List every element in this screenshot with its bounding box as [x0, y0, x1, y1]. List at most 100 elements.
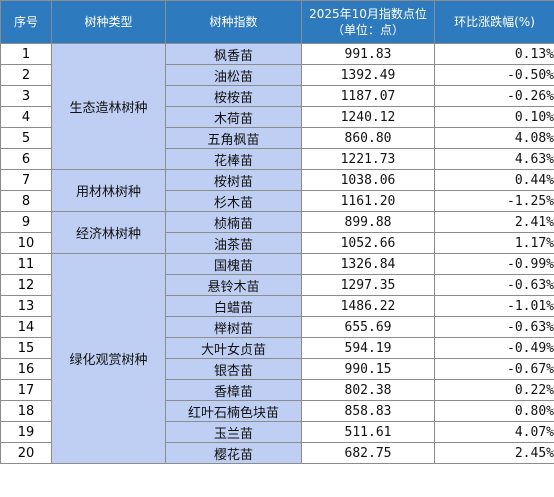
- cell-species: 红叶石楠色块苗: [165, 400, 302, 422]
- header-species: 树种指数: [165, 0, 302, 44]
- cell-change: 0.13%: [434, 43, 554, 65]
- cell-species: 枫香苗: [165, 43, 302, 65]
- cell-seq: 9: [0, 211, 52, 233]
- cell-species: 桉桉苗: [165, 85, 302, 107]
- cell-index: 802.38: [301, 379, 435, 401]
- cell-change: -0.63%: [434, 316, 554, 338]
- cell-category: 生态造林树种: [51, 43, 166, 170]
- table-row: 6 花棒苗 1221.73 4.63%: [0, 148, 554, 170]
- cell-index: 1161.20: [301, 190, 435, 212]
- cell-species: 白蜡苗: [165, 295, 302, 317]
- cell-index: 1052.66: [301, 232, 435, 254]
- cell-change: 1.17%: [434, 232, 554, 254]
- cell-seq: 8: [0, 190, 52, 212]
- cell-species: 榉树苗: [165, 316, 302, 338]
- table-row: 4 木荷苗 1240.12 0.10%: [0, 106, 554, 128]
- cell-change: 0.10%: [434, 106, 554, 128]
- cell-index: 990.15: [301, 358, 435, 380]
- cell-category: 经济林树种: [51, 211, 166, 254]
- cell-seq: 17: [0, 379, 52, 401]
- table-row: 11 绿化观赏树种 国槐苗 1326.84 -0.99%: [0, 253, 554, 464]
- cell-seq: 6: [0, 148, 52, 170]
- table-row: 10 油茶苗 1052.66 1.17%: [0, 232, 554, 254]
- table-row: 9 经济林树种 桢楠苗 899.88 2.41%: [0, 211, 554, 254]
- table-row: 14 榉树苗 655.69 -0.63%: [0, 316, 554, 338]
- cell-index: 858.83: [301, 400, 435, 422]
- cell-change: -0.63%: [434, 274, 554, 296]
- cell-category: 绿化观赏树种: [51, 253, 166, 464]
- cell-change: 4.07%: [434, 421, 554, 443]
- table-row: 20 樱花苗 682.75 2.45%: [0, 442, 554, 464]
- cell-species: 樱花苗: [165, 442, 302, 464]
- cell-seq: 10: [0, 232, 52, 254]
- cell-index: 1038.06: [301, 169, 435, 191]
- cell-change: -0.99%: [434, 253, 554, 275]
- cell-change: 4.63%: [434, 148, 554, 170]
- cell-index: 1392.49: [301, 64, 435, 86]
- cell-change: -0.26%: [434, 85, 554, 107]
- cell-species: 银杏苗: [165, 358, 302, 380]
- cell-species: 油松苗: [165, 64, 302, 86]
- table-row: 13 白蜡苗 1486.22 -1.01%: [0, 295, 554, 317]
- cell-index: 1240.12: [301, 106, 435, 128]
- table-row: 1 生态造林树种 枫香苗 991.83 0.13%: [0, 43, 554, 170]
- cell-seq: 11: [0, 253, 52, 275]
- cell-species: 五角枫苗: [165, 127, 302, 149]
- cell-species: 国槐苗: [165, 253, 302, 275]
- cell-change: 2.41%: [434, 211, 554, 233]
- cell-change: -0.50%: [434, 64, 554, 86]
- cell-change: 4.08%: [434, 127, 554, 149]
- table-row: 16 银杏苗 990.15 -0.67%: [0, 358, 554, 380]
- cell-species: 香樟苗: [165, 379, 302, 401]
- header-seq: 序号: [0, 0, 52, 44]
- cell-species: 大叶女贞苗: [165, 337, 302, 359]
- cell-index: 511.61: [301, 421, 435, 443]
- cell-index: 860.80: [301, 127, 435, 149]
- cell-index: 1221.73: [301, 148, 435, 170]
- cell-seq: 4: [0, 106, 52, 128]
- nursery-price-index-table: 序号 树种类型 树种指数 2025年10月指数点位（单位：点） 环比涨跌幅(%)…: [0, 0, 554, 464]
- cell-species: 桢楠苗: [165, 211, 302, 233]
- cell-change: 2.45%: [434, 442, 554, 464]
- cell-category: 用材林树种: [51, 169, 166, 212]
- cell-change: -0.67%: [434, 358, 554, 380]
- header-index: 2025年10月指数点位（单位：点）: [301, 0, 435, 44]
- cell-seq: 14: [0, 316, 52, 338]
- table-row: 7 用材林树种 桉树苗 1038.06 0.44%: [0, 169, 554, 212]
- cell-index: 899.88: [301, 211, 435, 233]
- cell-species: 花棒苗: [165, 148, 302, 170]
- table-row: 12 悬铃木苗 1297.35 -0.63%: [0, 274, 554, 296]
- table-body: 1 生态造林树种 枫香苗 991.83 0.13% 2 油松苗 1392.49 -0.50% 3 桉…: [0, 43, 554, 464]
- cell-index: 1297.35: [301, 274, 435, 296]
- cell-change: 0.44%: [434, 169, 554, 191]
- cell-seq: 7: [0, 169, 52, 191]
- cell-species: 杉木苗: [165, 190, 302, 212]
- cell-species: 悬铃木苗: [165, 274, 302, 296]
- header-change: 环比涨跌幅(%): [434, 0, 554, 44]
- cell-seq: 16: [0, 358, 52, 380]
- cell-seq: 3: [0, 85, 52, 107]
- cell-species: 桉树苗: [165, 169, 302, 191]
- cell-seq: 13: [0, 295, 52, 317]
- table-row: 19 玉兰苗 511.61 4.07%: [0, 421, 554, 443]
- cell-index: 594.19: [301, 337, 435, 359]
- header-row: 序号 树种类型 树种指数 2025年10月指数点位（单位：点） 环比涨跌幅(%): [0, 0, 554, 44]
- table-row: 8 杉木苗 1161.20 -1.25%: [0, 190, 554, 212]
- cell-change: -1.25%: [434, 190, 554, 212]
- cell-seq: 19: [0, 421, 52, 443]
- cell-seq: 2: [0, 64, 52, 86]
- cell-change: -1.01%: [434, 295, 554, 317]
- cell-species: 油茶苗: [165, 232, 302, 254]
- cell-seq: 18: [0, 400, 52, 422]
- cell-species: 木荷苗: [165, 106, 302, 128]
- table-header: 序号 树种类型 树种指数 2025年10月指数点位（单位：点） 环比涨跌幅(%): [0, 0, 554, 44]
- cell-index: 655.69: [301, 316, 435, 338]
- cell-change: 0.80%: [434, 400, 554, 422]
- cell-seq: 20: [0, 442, 52, 464]
- cell-index: 1486.22: [301, 295, 435, 317]
- cell-index: 682.75: [301, 442, 435, 464]
- header-type: 树种类型: [51, 0, 166, 44]
- cell-seq: 1: [0, 43, 52, 65]
- cell-seq: 12: [0, 274, 52, 296]
- cell-index: 1187.07: [301, 85, 435, 107]
